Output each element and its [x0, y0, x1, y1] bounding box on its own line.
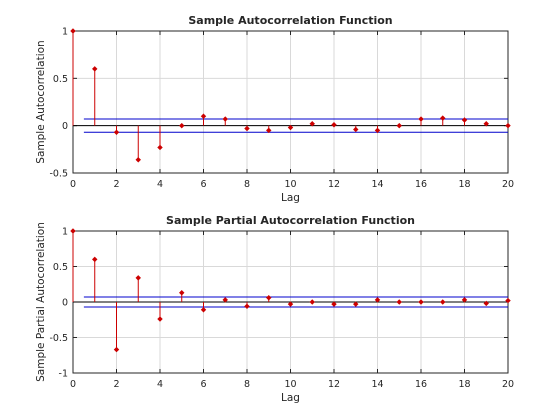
stem-marker [157, 144, 163, 151]
x-tick-label: 10 [284, 179, 296, 190]
pacf-plot: 0 2 4 6 8 10 12 14 16 18 20 -1 -0.5 0 0.5 1 Sample Parti… [35, 214, 514, 404]
y-tick-label: -0.5 [49, 333, 68, 344]
x-tick-label: 2 [113, 379, 119, 390]
x-tick-label: 6 [200, 379, 206, 390]
stem-marker [287, 301, 294, 307]
stem-marker [266, 127, 272, 134]
x-axis-label: Lag [281, 392, 300, 404]
stem-marker [461, 117, 468, 123]
stem-marker [309, 121, 315, 127]
x-tick-label: 14 [371, 379, 383, 390]
x-tick-label: 16 [415, 379, 427, 390]
x-tick-label: 18 [458, 379, 470, 390]
stem-marker [179, 290, 185, 296]
x-tick-label: 10 [284, 379, 296, 390]
stem-marker [440, 299, 446, 305]
stem-marker [309, 299, 315, 305]
stem-marker [374, 297, 381, 303]
stem-marker [396, 299, 402, 305]
y-tick-label: 0.5 [53, 262, 68, 273]
stem-marker [505, 297, 511, 304]
stem-marker [418, 116, 424, 122]
x-tick-label: 0 [70, 379, 76, 390]
x-tick-label: 0 [70, 179, 76, 190]
stem-marker [179, 122, 185, 129]
x-tick-label: 12 [328, 379, 340, 390]
stem-marker [113, 129, 120, 136]
x-tick-label: 12 [328, 179, 340, 190]
stem-marker [222, 116, 228, 122]
chart-title: Sample Autocorrelation Function [188, 14, 392, 27]
stem-marker [222, 297, 228, 303]
stem-marker [70, 228, 76, 234]
stem-marker [244, 303, 250, 309]
stem-marker [287, 124, 294, 131]
stem-marker [266, 295, 272, 301]
stem-marker [157, 316, 163, 322]
stem-marker [135, 157, 141, 163]
stem-marker [505, 122, 511, 129]
y-tick-label: -1 [59, 369, 68, 380]
stem-marker [396, 122, 402, 129]
chart-title: Sample Partial Autocorrelation Function [166, 214, 415, 227]
y-axis-label: Sample Autocorrelation [35, 40, 47, 163]
x-tick-label: 6 [200, 179, 206, 190]
y-tick-label: 0 [62, 121, 68, 132]
x-tick-label: 8 [244, 379, 250, 390]
x-tick-label: 4 [157, 379, 163, 390]
stem-marker [461, 297, 468, 303]
y-tick-label: 1 [62, 27, 68, 38]
stem-marker [135, 275, 141, 281]
x-tick-label: 18 [458, 179, 470, 190]
stem-marker [374, 127, 381, 134]
x-tick-label: 20 [502, 179, 514, 190]
y-tick-label: -0.5 [49, 169, 68, 180]
x-axis-label: Lag [281, 192, 300, 204]
stem-marker [331, 301, 337, 307]
stem-marker [353, 301, 359, 307]
stem-marker [418, 299, 424, 305]
y-axis-label: Sample Partial Autocorrelation [35, 222, 47, 382]
x-tick-label: 2 [113, 179, 119, 190]
y-tick-label: 0.5 [53, 74, 68, 85]
x-tick-label: 4 [157, 179, 163, 190]
stem-marker [200, 307, 207, 313]
stem-marker [483, 121, 489, 127]
stem-marker [92, 66, 98, 72]
y-tick-label: 1 [62, 227, 68, 238]
stem-marker [483, 300, 489, 307]
x-tick-label: 8 [244, 179, 250, 190]
x-tick-label: 16 [415, 179, 427, 190]
stem-marker [92, 256, 98, 263]
stem-marker [331, 121, 337, 128]
stem-marker [244, 125, 250, 132]
stem-marker [200, 113, 207, 119]
y-tick-label: 0 [62, 298, 68, 309]
stem-marker [440, 115, 446, 121]
stem-marker [70, 28, 76, 34]
stem-marker [113, 346, 120, 353]
x-tick-label: 14 [371, 179, 383, 190]
x-tick-label: 20 [502, 379, 514, 390]
stem-marker [353, 126, 359, 133]
